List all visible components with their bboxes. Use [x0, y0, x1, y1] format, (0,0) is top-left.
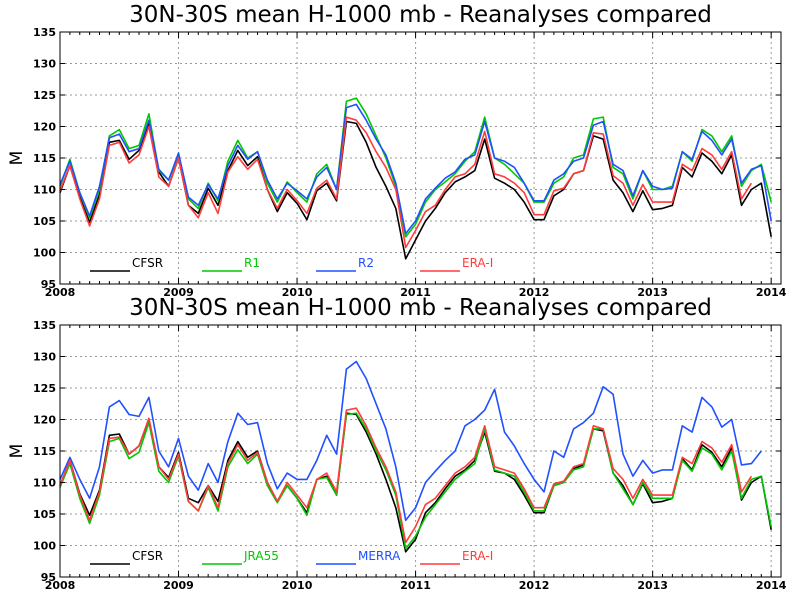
chart-panel-2: 30N-30S mean H-1000 mb - Reanalyses comp…: [7, 295, 787, 592]
x-tick-label: 2012: [519, 286, 550, 299]
chart-panel-1: 30N-30S mean H-1000 mb - Reanalyses comp…: [7, 2, 787, 299]
y-axis-label: M: [7, 444, 27, 459]
legend-label: R2: [358, 256, 374, 270]
series-line-era-i: [59, 116, 753, 249]
y-tick-label: 125: [33, 89, 56, 102]
x-tick-label: 2008: [45, 579, 76, 592]
legend-label: ERA-I: [462, 549, 493, 563]
series-line-era-i: [59, 407, 753, 544]
y-tick-label: 95: [41, 571, 56, 584]
y-tick-label: 125: [33, 382, 56, 395]
legend-label: CFSR: [132, 256, 163, 270]
y-tick-label: 120: [33, 414, 56, 427]
y-tick-label: 115: [33, 445, 56, 458]
x-tick-label: 2011: [400, 286, 431, 299]
x-tick-label: 2009: [163, 286, 194, 299]
y-tick-label: 100: [33, 540, 56, 553]
y-axis-label: M: [7, 151, 27, 166]
x-tick-label: 2014: [756, 579, 787, 592]
y-tick-label: 100: [33, 247, 56, 260]
y-tick-label: 95: [41, 278, 56, 291]
y-tick-label: 130: [33, 58, 56, 71]
y-tick-label: 105: [33, 508, 56, 521]
y-tick-label: 115: [33, 152, 56, 165]
y-tick-label: 105: [33, 215, 56, 228]
series-line-cfsr: [59, 412, 772, 553]
chart-title: 30N-30S mean H-1000 mb - Reanalyses comp…: [129, 2, 712, 28]
x-tick-label: 2011: [400, 579, 431, 592]
legend-label: MERRA: [358, 549, 401, 563]
y-tick-label: 135: [33, 319, 56, 332]
x-tick-label: 2010: [282, 579, 313, 592]
x-tick-label: 2013: [637, 286, 668, 299]
y-tick-label: 110: [33, 184, 56, 197]
series-line-r2: [59, 103, 772, 235]
series-line-merra: [59, 360, 762, 522]
x-tick-label: 2009: [163, 579, 194, 592]
legend-label: CFSR: [132, 549, 163, 563]
y-tick-label: 110: [33, 477, 56, 490]
x-tick-label: 2010: [282, 286, 313, 299]
y-tick-label: 120: [33, 121, 56, 134]
legend-label: ERA-I: [462, 256, 493, 270]
y-tick-label: 135: [33, 26, 56, 39]
legend-label: R1: [244, 256, 260, 270]
chart-title: 30N-30S mean H-1000 mb - Reanalyses comp…: [129, 295, 712, 321]
x-tick-label: 2013: [637, 579, 668, 592]
x-tick-label: 2008: [45, 286, 76, 299]
x-tick-label: 2014: [756, 286, 787, 299]
x-tick-label: 2012: [519, 579, 550, 592]
legend-label: JRA55: [243, 549, 279, 563]
y-tick-label: 130: [33, 351, 56, 364]
